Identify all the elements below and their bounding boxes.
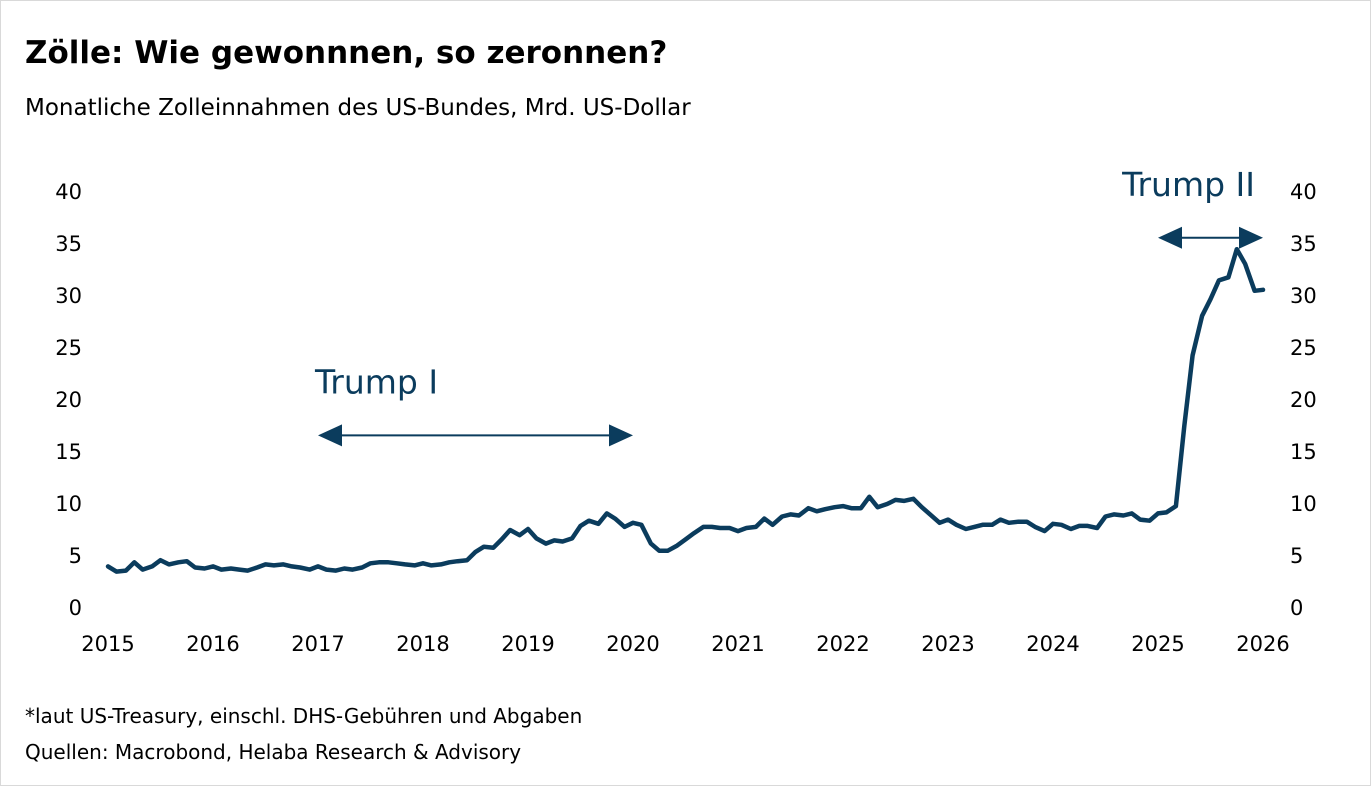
arrow-head-left bbox=[1158, 226, 1182, 249]
y-tick-label-right: 40 bbox=[1290, 180, 1317, 204]
x-tick-label: 2026 bbox=[1236, 632, 1289, 656]
x-tick-label: 2022 bbox=[816, 632, 869, 656]
y-tick-label-right: 0 bbox=[1290, 596, 1303, 620]
chart-subtitle: Monatliche Zolleinnahmen des US-Bundes, … bbox=[25, 95, 691, 121]
y-tick-label-right: 35 bbox=[1290, 232, 1317, 256]
y-tick-label-left: 10 bbox=[55, 492, 82, 516]
annotation-label: Trump II bbox=[1121, 165, 1255, 204]
series-group bbox=[105, 246, 1266, 574]
arrow-head-right bbox=[609, 424, 633, 447]
y-axis-left: 0 5 10 15 20 25 30 35 40 bbox=[55, 180, 82, 620]
y-tick-label-right: 10 bbox=[1290, 492, 1317, 516]
y-tick-label-right: 15 bbox=[1290, 440, 1317, 464]
y-tick-label-left: 35 bbox=[55, 232, 82, 256]
y-tick-label-right: 30 bbox=[1290, 284, 1317, 308]
arrow-head-right bbox=[1239, 226, 1263, 249]
annotations: Trump I Trump II bbox=[314, 165, 1263, 447]
y-tick-label-left: 5 bbox=[69, 544, 82, 568]
x-tick-label: 2018 bbox=[396, 632, 449, 656]
x-tick-label: 2025 bbox=[1131, 632, 1184, 656]
annotation-trump-ii: Trump II bbox=[1121, 165, 1263, 249]
series-line bbox=[105, 246, 1266, 574]
y-tick-label-left: 25 bbox=[55, 336, 82, 360]
x-tick-label: 2016 bbox=[186, 632, 239, 656]
x-tick-label: 2019 bbox=[501, 632, 554, 656]
y-tick-label-left: 40 bbox=[55, 180, 82, 204]
y-axis-right: 0 5 10 15 20 25 30 35 40 bbox=[1290, 180, 1317, 620]
y-tick-label-right: 25 bbox=[1290, 336, 1317, 360]
arrow-head-left bbox=[318, 424, 342, 447]
annotation-trump-i: Trump I bbox=[314, 362, 633, 447]
footnote-sources: Quellen: Macrobond, Helaba Research & Ad… bbox=[25, 740, 522, 764]
y-tick-label-right: 5 bbox=[1290, 544, 1303, 568]
x-axis: 2015 2016 2017 2018 2019 2020 2021 2022 2023 2024… bbox=[81, 632, 1289, 656]
x-tick-label: 2015 bbox=[81, 632, 134, 656]
y-tick-label-left: 15 bbox=[55, 440, 82, 464]
y-tick-label-right: 20 bbox=[1290, 388, 1317, 412]
y-tick-label-left: 0 bbox=[69, 596, 82, 620]
x-tick-label: 2024 bbox=[1026, 632, 1079, 656]
x-tick-label: 2020 bbox=[606, 632, 659, 656]
x-tick-label: 2023 bbox=[921, 632, 974, 656]
x-tick-label: 2021 bbox=[711, 632, 764, 656]
annotation-label: Trump I bbox=[314, 362, 438, 401]
x-tick-label: 2017 bbox=[291, 632, 344, 656]
y-tick-label-left: 30 bbox=[55, 284, 82, 308]
footnote-definition: *laut US-Treasury, einschl. DHS-Gebühren… bbox=[25, 704, 583, 728]
chart-title: Zölle: Wie gewonnnen, so zeronnen? bbox=[25, 35, 668, 71]
y-tick-label-left: 20 bbox=[55, 388, 82, 412]
